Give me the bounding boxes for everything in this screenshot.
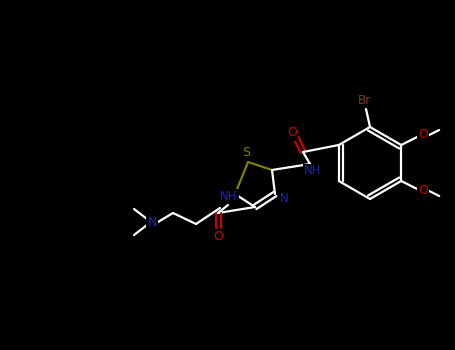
Text: S: S <box>242 147 250 160</box>
Text: NH: NH <box>304 164 322 177</box>
Text: O: O <box>287 126 297 140</box>
Text: N: N <box>280 193 288 205</box>
Text: O: O <box>213 230 223 243</box>
Text: NH: NH <box>220 189 238 203</box>
Text: Br: Br <box>358 94 370 107</box>
Text: O: O <box>418 128 428 141</box>
Text: N: N <box>147 216 157 229</box>
Text: O: O <box>418 184 428 197</box>
